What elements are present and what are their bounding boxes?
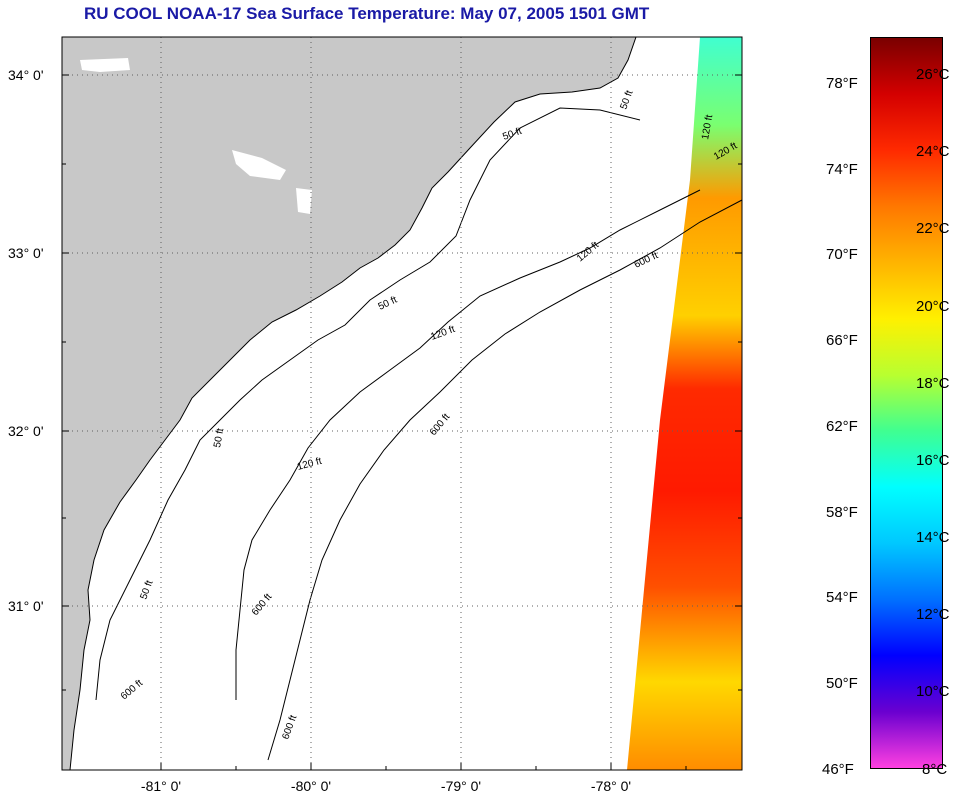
lon-label: -81° 0' [140, 778, 182, 794]
contour-50ft [95, 107, 641, 701]
celsius-label: 16°C [916, 452, 950, 469]
lake [232, 150, 286, 180]
lon-label: -79° 0' [440, 778, 482, 794]
axis-ticks [62, 74, 742, 770]
celsius-label: 24°C [916, 143, 950, 160]
fahrenheit-label: 62°F [826, 418, 858, 435]
celsius-label: 22°C [916, 220, 950, 237]
lon-label: -80° 0' [290, 778, 332, 794]
sst-swath [627, 37, 742, 770]
fahrenheit-label: 66°F [826, 332, 858, 349]
celsius-label: 26°C [916, 66, 950, 83]
map-frame [61, 36, 743, 771]
contour-label: 120 ft [700, 114, 715, 141]
page-title: RU COOL NOAA-17 Sea Surface Temperature:… [84, 4, 650, 23]
land-mass [62, 37, 637, 770]
lat-label: 33° 0' [8, 245, 44, 261]
contour-120ft [235, 189, 701, 700]
fahrenheit-label: 74°F [826, 161, 858, 178]
celsius-label: 10°C [916, 683, 950, 700]
fahrenheit-label: 70°F [826, 246, 858, 263]
lake [296, 188, 312, 214]
celsius-label: 8°C [922, 761, 948, 778]
lat-label: 32° 0' [8, 423, 44, 439]
fahrenheit-label: 58°F [826, 504, 858, 521]
celsius-label: 14°C [916, 529, 950, 546]
fahrenheit-label: 54°F [826, 589, 858, 606]
contour-600ft [267, 199, 742, 761]
contour-label: 50 ft [212, 427, 226, 448]
celsius-label: 20°C [916, 298, 950, 315]
lat-label: 34° 0' [8, 67, 44, 83]
fahrenheit-label: 78°F [826, 75, 858, 92]
lon-label: -78° 0' [590, 778, 632, 794]
celsius-label: 18°C [916, 375, 950, 392]
fahrenheit-label: 46°F [822, 761, 854, 778]
fahrenheit-label: 50°F [826, 675, 858, 692]
celsius-label: 12°C [916, 606, 950, 623]
temperature-colorbar [870, 37, 943, 769]
lake [80, 58, 130, 72]
graticule [62, 37, 742, 770]
lat-label: 31° 0' [8, 598, 44, 614]
